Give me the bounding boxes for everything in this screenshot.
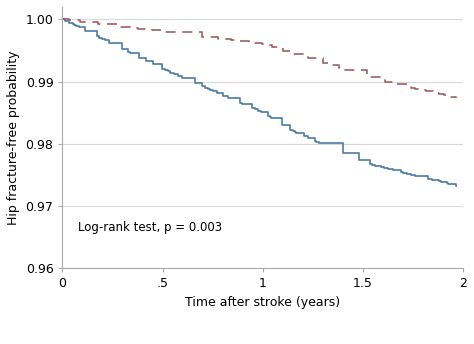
Y-axis label: Hip fracture-free probability: Hip fracture-free probability	[7, 50, 20, 225]
X-axis label: Time after stroke (years): Time after stroke (years)	[185, 296, 340, 309]
Text: Log-rank test, p = 0.003: Log-rank test, p = 0.003	[78, 221, 223, 234]
